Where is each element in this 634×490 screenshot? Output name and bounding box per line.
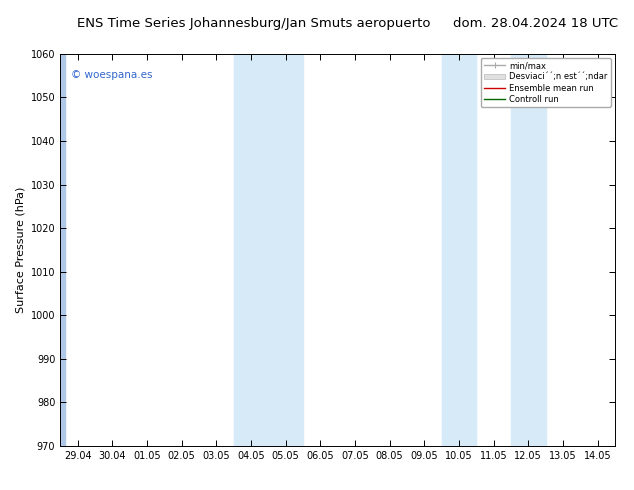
Bar (233, 54, 303, 446)
Y-axis label: Surface Pressure (hPa): Surface Pressure (hPa) (15, 187, 25, 313)
Legend: min/max, Desviaci´´;n est´´;ndar, Ensemble mean run, Controll run: min/max, Desviaci´´;n est´´;ndar, Ensemb… (481, 58, 611, 107)
Text: ENS Time Series Johannesburg/Jan Smuts aeropuerto: ENS Time Series Johannesburg/Jan Smuts a… (77, 17, 430, 30)
Bar (511, 54, 546, 446)
Text: © woespana.es: © woespana.es (71, 70, 153, 79)
Text: dom. 28.04.2024 18 UTC: dom. 28.04.2024 18 UTC (453, 17, 618, 30)
Bar (442, 54, 476, 446)
Bar (60, 54, 65, 446)
